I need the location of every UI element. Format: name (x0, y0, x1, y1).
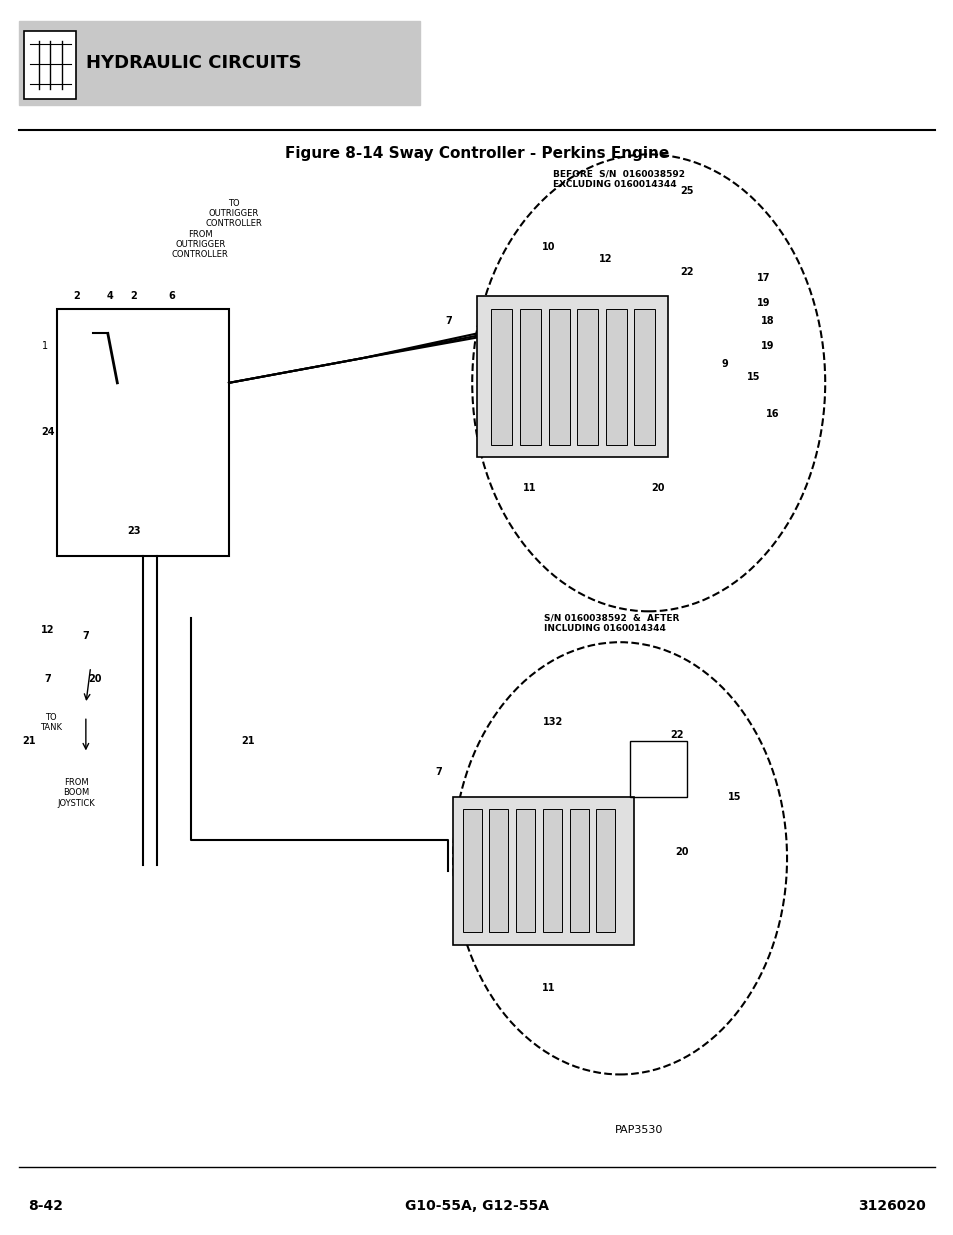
Text: 14: 14 (598, 823, 612, 832)
Text: 20: 20 (675, 847, 688, 857)
Text: 12: 12 (41, 625, 54, 635)
Text: 2: 2 (72, 291, 80, 301)
FancyBboxPatch shape (577, 309, 598, 445)
Text: 13: 13 (584, 798, 598, 808)
Text: 7: 7 (82, 631, 90, 641)
Text: 9: 9 (558, 897, 566, 906)
FancyBboxPatch shape (605, 309, 626, 445)
Text: 6: 6 (168, 291, 175, 301)
FancyBboxPatch shape (453, 797, 634, 945)
Text: 14: 14 (618, 384, 631, 394)
Text: TO
TANK: TO TANK (40, 713, 62, 732)
Text: 4: 4 (106, 291, 113, 301)
Text: 16: 16 (765, 409, 779, 419)
FancyBboxPatch shape (19, 21, 419, 105)
FancyBboxPatch shape (519, 309, 540, 445)
FancyBboxPatch shape (516, 809, 535, 932)
Text: 19: 19 (756, 298, 769, 308)
Text: 9: 9 (477, 810, 485, 820)
Text: 22: 22 (670, 730, 683, 740)
Text: 10: 10 (541, 242, 555, 252)
FancyBboxPatch shape (548, 309, 569, 445)
Text: 17: 17 (756, 273, 769, 283)
Text: 10: 10 (584, 310, 598, 320)
Text: 23: 23 (127, 526, 140, 536)
Text: 1: 1 (42, 341, 48, 351)
Text: 9: 9 (578, 427, 585, 437)
Text: 20: 20 (651, 483, 664, 493)
FancyBboxPatch shape (24, 31, 76, 99)
Text: 15: 15 (727, 792, 740, 802)
FancyBboxPatch shape (462, 809, 481, 932)
Text: 13: 13 (598, 366, 612, 375)
Text: 7: 7 (44, 674, 51, 684)
FancyBboxPatch shape (489, 809, 508, 932)
Text: 19: 19 (760, 341, 774, 351)
FancyBboxPatch shape (596, 809, 615, 932)
Text: 18: 18 (760, 316, 774, 326)
Text: 132: 132 (542, 718, 563, 727)
Text: 12: 12 (598, 254, 612, 264)
Text: 15: 15 (746, 372, 760, 382)
Text: BEFORE  S/N  0160038592
EXCLUDING 0160014344: BEFORE S/N 0160038592 EXCLUDING 01600143… (553, 169, 684, 189)
Text: G10-55A, G12-55A: G10-55A, G12-55A (405, 1199, 548, 1213)
Text: PAP3530: PAP3530 (615, 1125, 662, 1135)
Text: 11: 11 (541, 983, 555, 993)
Text: 11: 11 (522, 483, 536, 493)
Text: 7: 7 (444, 316, 452, 326)
Text: HYDRAULIC CIRCUITS: HYDRAULIC CIRCUITS (86, 54, 301, 72)
FancyBboxPatch shape (569, 809, 588, 932)
Text: 20: 20 (89, 674, 102, 684)
Text: 8-42: 8-42 (29, 1199, 64, 1213)
Text: 2: 2 (130, 291, 137, 301)
FancyBboxPatch shape (491, 309, 512, 445)
Text: 24: 24 (41, 427, 54, 437)
FancyBboxPatch shape (634, 309, 655, 445)
Text: 21: 21 (22, 736, 35, 746)
Text: 21: 21 (241, 736, 254, 746)
Text: 22: 22 (679, 267, 693, 277)
Text: 3126020: 3126020 (857, 1199, 924, 1213)
FancyBboxPatch shape (542, 809, 561, 932)
Text: Figure 8-14 Sway Controller - Perkins Engine: Figure 8-14 Sway Controller - Perkins En… (285, 146, 668, 161)
Text: S/N 0160038592  &  AFTER
INCLUDING 0160014344: S/N 0160038592 & AFTER INCLUDING 0160014… (543, 614, 679, 634)
Text: TO
OUTRIGGER
CONTROLLER: TO OUTRIGGER CONTROLLER (205, 199, 262, 228)
Text: 7: 7 (435, 767, 442, 777)
Text: 9: 9 (720, 359, 728, 369)
Text: FROM
BOOM
JOYSTICK: FROM BOOM JOYSTICK (57, 778, 95, 808)
Text: 25: 25 (679, 186, 693, 196)
Text: FROM
OUTRIGGER
CONTROLLER: FROM OUTRIGGER CONTROLLER (172, 230, 229, 259)
FancyBboxPatch shape (476, 296, 667, 457)
